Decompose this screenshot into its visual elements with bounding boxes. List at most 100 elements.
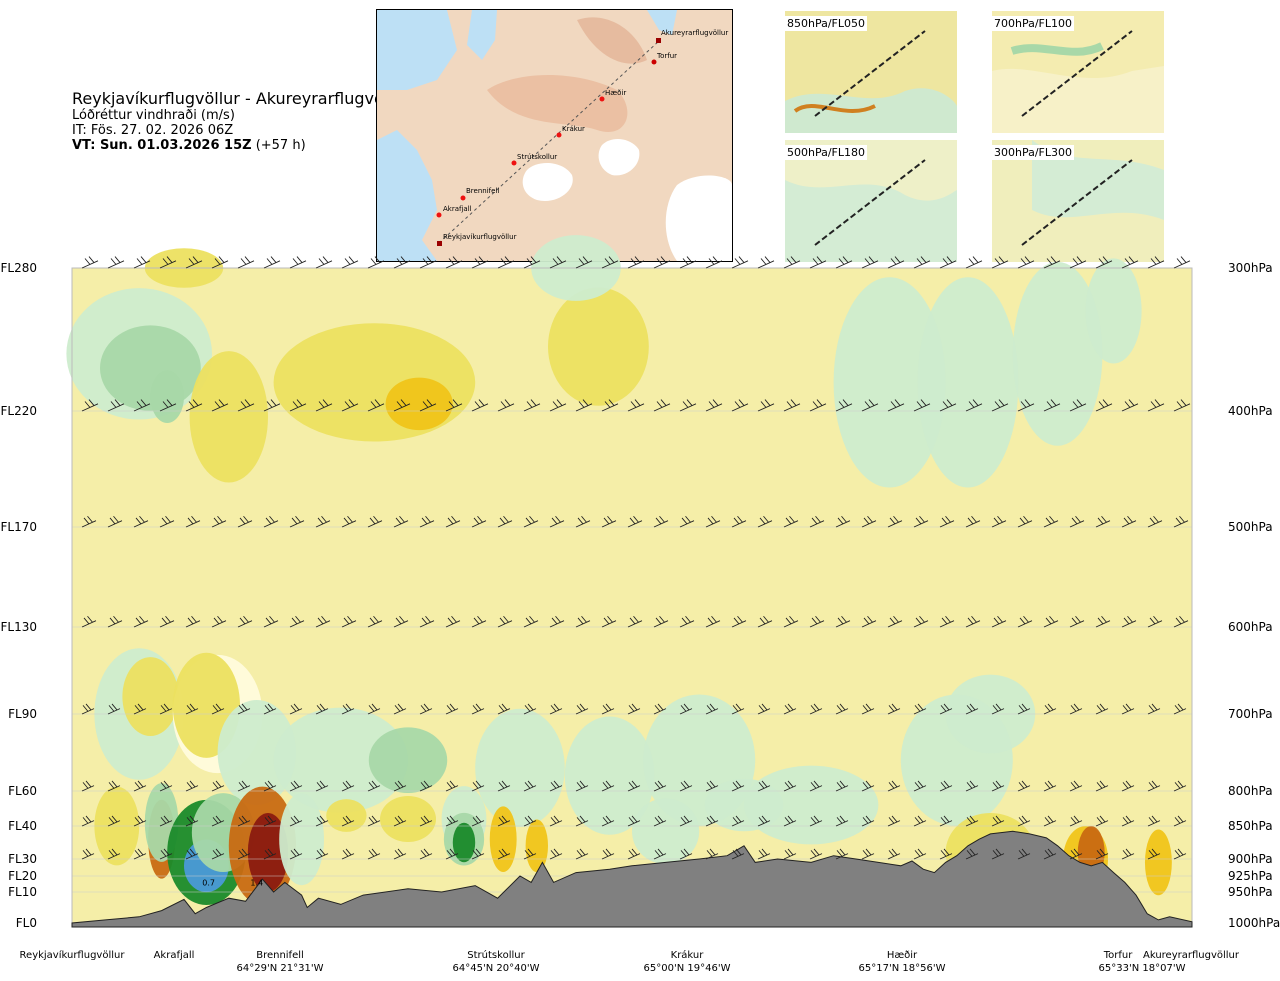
field-region: [525, 819, 548, 873]
wind-barb: [315, 815, 329, 827]
waypoint-coordinate: 64°45'N 20°40'W: [452, 963, 540, 974]
wind-barb: [1173, 815, 1187, 827]
wind-barb: [367, 515, 383, 528]
wind-barb: [341, 399, 359, 412]
wind-barb: [1173, 256, 1191, 269]
wind-barb: [263, 256, 281, 269]
pressure-level-tick: 850hPa: [1228, 819, 1273, 833]
wind-barb: [185, 848, 199, 860]
wind-barb: [237, 780, 251, 792]
wind-barb: [445, 615, 461, 628]
wind-barb: [315, 703, 329, 715]
wind-barb: [653, 848, 667, 860]
wind-barb: [497, 515, 513, 528]
wind-barb: [705, 515, 721, 528]
wind-barb: [419, 256, 437, 269]
wind-barb: [289, 256, 307, 269]
field-region: [917, 277, 1019, 488]
wind-barb: [81, 703, 95, 715]
wind-barb: [1095, 515, 1111, 528]
valid-time-line: VT: Sun. 01.03.2026 15Z (+57 h): [72, 138, 409, 154]
wind-barb: [887, 515, 903, 528]
issue-time: IT: Fös. 27. 02. 2026 06Z: [72, 123, 234, 138]
wind-barb: [835, 780, 849, 792]
wind-barb: [939, 703, 953, 715]
map-label-akrafjall: Akrafjall: [443, 205, 472, 213]
wind-barb: [133, 515, 149, 528]
wind-barb: [315, 615, 331, 628]
wind-barb: [523, 615, 539, 628]
wind-barb: [627, 256, 645, 269]
wind-barb: [419, 615, 435, 628]
waypoint-marker-akrafjall: [436, 212, 442, 218]
map-label-krakur: Krákur: [562, 125, 585, 133]
wind-barb: [861, 780, 875, 792]
wind-barb: [1121, 780, 1135, 792]
wind-barb: [211, 399, 229, 412]
wind-barb: [757, 256, 775, 269]
field-region: [368, 727, 448, 794]
wind-barb: [887, 703, 901, 715]
map-label-reykjavikurflugvollur: Reykjavíkurflugvöllur: [443, 233, 517, 241]
flight-level-tick: FL170: [0, 520, 38, 534]
wind-barb: [497, 615, 513, 628]
wind-barb: [367, 703, 381, 715]
wind-barb: [991, 703, 1005, 715]
wind-barb: [835, 515, 851, 528]
wind-barb: [965, 399, 983, 412]
wind-barb: [419, 848, 433, 860]
wind-barb: [523, 703, 537, 715]
wind-barb: [939, 815, 953, 827]
wind-barb: [1147, 256, 1165, 269]
mini-map-700: 700hPa/FL100: [992, 11, 1164, 133]
map-label-haedir: Hæðir: [605, 89, 626, 97]
wind-barb: [289, 615, 305, 628]
wind-barb: [679, 848, 693, 860]
wind-barb: [237, 399, 255, 412]
wind-barb: [913, 399, 931, 412]
wind-barb: [133, 256, 151, 269]
waypoint-label: Reykjavíkurflugvöllur: [19, 950, 125, 961]
wind-barb: [1147, 703, 1161, 715]
wind-barb: [575, 399, 593, 412]
wind-barb: [627, 815, 641, 827]
waypoint-marker-krakur: [556, 132, 562, 138]
wind-barb: [211, 848, 225, 860]
wind-barb: [965, 615, 981, 628]
wind-barb: [523, 399, 541, 412]
wind-barb: [1043, 780, 1057, 792]
wind-barb: [1017, 515, 1033, 528]
wind-barb: [419, 815, 433, 827]
field-region: [279, 793, 324, 886]
waypoint-label: Akrafjall: [153, 950, 195, 961]
wind-barb: [159, 256, 177, 269]
wind-barb: [965, 256, 983, 269]
wind-barb: [549, 256, 567, 269]
wind-barb: [575, 615, 591, 628]
wind-barb: [1095, 848, 1109, 860]
wind-barb: [367, 815, 381, 827]
wind-barb: [783, 615, 799, 628]
wind-barb: [939, 615, 955, 628]
wind-barb: [705, 615, 721, 628]
wind-barb: [263, 703, 277, 715]
field-region: [273, 707, 408, 813]
wind-barb: [341, 780, 355, 792]
wind-barb: [445, 848, 459, 860]
wind-barb: [393, 515, 409, 528]
wind-barb: [1147, 815, 1161, 827]
wind-barb: [601, 780, 615, 792]
wind-barb: [1173, 515, 1189, 528]
wind-barb: [731, 515, 747, 528]
wind-barb: [549, 515, 565, 528]
wind-barb: [549, 780, 563, 792]
field-region: [380, 796, 436, 842]
wind-barb: [263, 399, 281, 412]
contour-value-label: 0.7: [202, 879, 215, 888]
wind-barb: [133, 815, 147, 827]
wind-barb: [1121, 815, 1135, 827]
wind-barb: [471, 815, 485, 827]
wind-barb: [965, 848, 979, 860]
pressure-level-tick: 800hPa: [1228, 784, 1273, 798]
wind-barb: [211, 615, 227, 628]
